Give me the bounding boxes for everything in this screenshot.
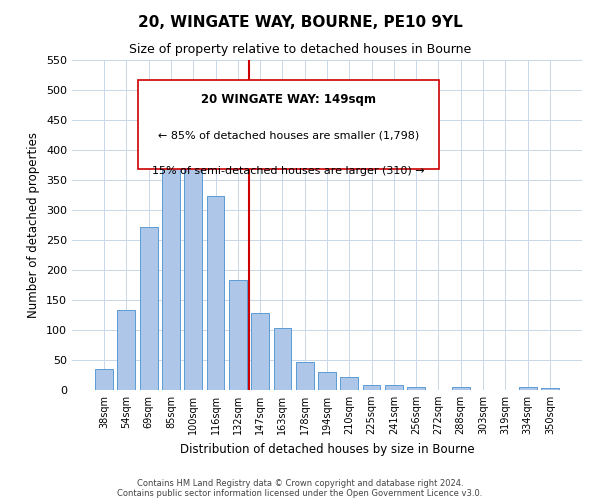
Bar (362, 385, 380, 390)
Bar (162, 130, 180, 390)
Bar (184, 147, 202, 390)
Bar (95, 369, 113, 390)
Text: Size of property relative to detached houses in Bourne: Size of property relative to detached ho… (129, 42, 471, 56)
Bar (206, 196, 224, 390)
X-axis label: Distribution of detached houses by size in Bourne: Distribution of detached houses by size … (179, 442, 475, 456)
Text: ← 85% of detached houses are smaller (1,798): ← 85% of detached houses are smaller (1,… (158, 131, 419, 141)
Bar (229, 280, 247, 390)
Bar (407, 387, 425, 390)
Text: 20, WINGATE WAY, BOURNE, PE10 9YL: 20, WINGATE WAY, BOURNE, PE10 9YL (137, 15, 463, 30)
Bar (385, 385, 403, 390)
Bar (452, 387, 470, 390)
Text: 20 WINGATE WAY: 149sqm: 20 WINGATE WAY: 149sqm (201, 93, 376, 106)
Text: Contains public sector information licensed under the Open Government Licence v3: Contains public sector information licen… (118, 488, 482, 498)
Bar (118, 310, 136, 390)
Text: 15% of semi-detached houses are larger (310) →: 15% of semi-detached houses are larger (… (152, 166, 425, 175)
Bar (274, 328, 292, 390)
Bar (140, 227, 158, 390)
Y-axis label: Number of detached properties: Number of detached properties (28, 132, 40, 318)
Bar (541, 388, 559, 390)
Bar (251, 313, 269, 390)
FancyBboxPatch shape (139, 80, 439, 169)
Bar (318, 372, 336, 390)
Bar (296, 362, 314, 390)
Text: Contains HM Land Registry data © Crown copyright and database right 2024.: Contains HM Land Registry data © Crown c… (137, 478, 463, 488)
Bar (518, 387, 536, 390)
Bar (340, 378, 358, 390)
